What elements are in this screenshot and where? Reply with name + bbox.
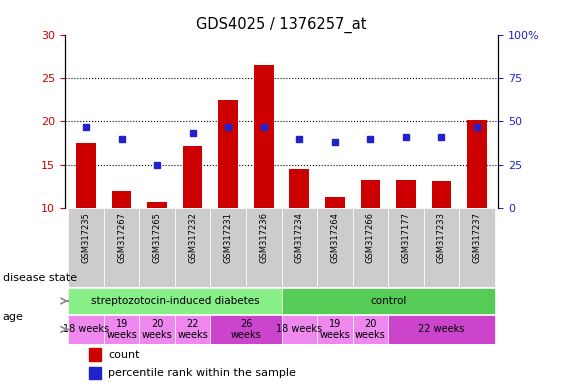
Bar bbox=[218, 99, 238, 208]
Text: 18 weeks: 18 weeks bbox=[63, 324, 109, 334]
Text: 20
weeks: 20 weeks bbox=[355, 319, 386, 340]
Bar bbox=[112, 191, 131, 208]
Bar bbox=[104, 315, 140, 344]
Bar bbox=[88, 348, 101, 361]
Text: age: age bbox=[3, 312, 24, 322]
Text: GSM317234: GSM317234 bbox=[295, 212, 304, 263]
Text: 26
weeks: 26 weeks bbox=[231, 319, 261, 340]
Bar bbox=[432, 181, 451, 208]
Bar bbox=[77, 143, 96, 208]
Text: GSM317267: GSM317267 bbox=[117, 212, 126, 263]
Text: percentile rank within the sample: percentile rank within the sample bbox=[108, 368, 296, 378]
Text: GSM317264: GSM317264 bbox=[330, 212, 339, 263]
Bar bbox=[68, 315, 104, 344]
Bar bbox=[459, 208, 495, 287]
Bar bbox=[423, 208, 459, 287]
Bar bbox=[360, 180, 380, 208]
Bar bbox=[388, 315, 495, 344]
Bar bbox=[175, 315, 211, 344]
Bar bbox=[467, 121, 486, 208]
Text: control: control bbox=[370, 296, 406, 306]
Bar bbox=[289, 169, 309, 208]
Text: GSM317237: GSM317237 bbox=[472, 212, 481, 263]
Text: streptozotocin-induced diabetes: streptozotocin-induced diabetes bbox=[91, 296, 259, 306]
Text: GSM317266: GSM317266 bbox=[366, 212, 375, 263]
Bar bbox=[68, 208, 104, 287]
Bar bbox=[140, 315, 175, 344]
Bar bbox=[246, 208, 282, 287]
Bar bbox=[317, 208, 352, 287]
Bar bbox=[211, 208, 246, 287]
Bar bbox=[140, 208, 175, 287]
Bar bbox=[282, 315, 317, 344]
Text: GSM317232: GSM317232 bbox=[188, 212, 197, 263]
Text: count: count bbox=[108, 350, 140, 360]
Bar bbox=[352, 208, 388, 287]
Text: GDS4025 / 1376257_at: GDS4025 / 1376257_at bbox=[196, 17, 367, 33]
Text: 19
weeks: 19 weeks bbox=[319, 319, 350, 340]
Text: 20
weeks: 20 weeks bbox=[142, 319, 172, 340]
Bar bbox=[183, 146, 203, 208]
Text: 22 weeks: 22 weeks bbox=[418, 324, 464, 334]
Text: GSM317236: GSM317236 bbox=[259, 212, 268, 263]
Bar bbox=[388, 208, 423, 287]
Text: GSM317233: GSM317233 bbox=[437, 212, 446, 263]
Bar bbox=[175, 208, 211, 287]
Bar bbox=[104, 208, 140, 287]
Bar bbox=[282, 288, 495, 314]
Bar bbox=[396, 180, 415, 208]
Bar bbox=[88, 367, 101, 379]
Text: 22
weeks: 22 weeks bbox=[177, 319, 208, 340]
Bar bbox=[317, 315, 352, 344]
Bar bbox=[352, 315, 388, 344]
Text: 18 weeks: 18 weeks bbox=[276, 324, 323, 334]
Bar bbox=[211, 315, 282, 344]
Bar bbox=[254, 65, 274, 208]
Text: GSM317235: GSM317235 bbox=[82, 212, 91, 263]
Text: GSM317265: GSM317265 bbox=[153, 212, 162, 263]
Bar bbox=[148, 202, 167, 208]
Text: GSM317231: GSM317231 bbox=[224, 212, 233, 263]
Bar bbox=[282, 208, 317, 287]
Text: disease state: disease state bbox=[3, 273, 77, 283]
Bar bbox=[325, 197, 345, 208]
Text: GSM317177: GSM317177 bbox=[401, 212, 410, 263]
Bar bbox=[68, 288, 282, 314]
Text: 19
weeks: 19 weeks bbox=[106, 319, 137, 340]
